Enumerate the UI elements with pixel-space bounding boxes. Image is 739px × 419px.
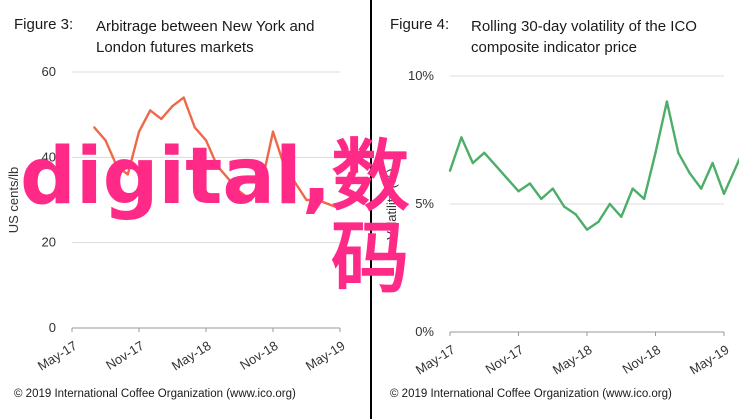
chart2-point-15 [620,215,623,218]
chart2-point-23 [711,161,714,165]
chart2-point-22 [699,187,703,190]
figure-3-title: Arbitrage between New York and London fu… [96,16,314,58]
chart2-point-24 [722,192,726,195]
chart1-point-8 [182,96,185,99]
figure-3-chart: 0 20 40 60 May-17 Nov-17 May-18 Nov-18 May-19 US … [6,64,348,374]
figure-4-chart: 0% 5% 10% May-17 Nov-17 May-18 Nov-18 May-19 Vol… [384,68,739,378]
chart2-y-axis-label: Volatility (%) [384,168,399,240]
chart1-point-14 [249,198,252,202]
figure-4-title: Rolling 30-day volatility of the ICO com… [471,16,697,58]
chart1-point-6 [160,117,163,121]
figure-4-title-line1: Rolling 30-day volatility of the ICO [471,18,697,35]
chart2-point-4 [494,164,497,167]
figure-3-credit: © 2019 International Coffee Organization… [14,388,296,400]
chart2-point-10 [562,205,566,208]
chart2-point-0 [448,169,452,172]
chart1-point-12 [227,177,230,180]
chart2-point-1 [460,136,463,139]
chart1-ytick-label-3: 60 [42,64,56,79]
chart2-point-18 [654,151,657,154]
chart2-ytick-label-2: 10% [408,68,434,83]
chart1-ytick-label-0: 0 [49,320,56,335]
chart1-point-0 [93,126,96,129]
chart2-point-16 [631,187,634,190]
chart2-xtick-label-1: Nov-17 [483,342,527,377]
chart2-point-3 [483,151,486,154]
figure-3-title-line1: Arbitrage between New York and [96,18,315,35]
chart2-point-11 [574,213,577,216]
chart2-xtick-label-2: May-18 [550,342,595,378]
chart2-point-25 [734,166,737,170]
chart2-point-21 [688,172,691,175]
watermark-text-line1: digital,数 [20,132,410,222]
chart2-point-14 [608,202,612,206]
chart2-point-6 [517,190,520,193]
chart1-xtick-label-4: May-19 [303,338,348,374]
chart1-point-22 [338,207,342,210]
chart2-point-13 [597,220,600,224]
chart1-point-13 [238,190,241,193]
chart2-point-8 [540,197,543,201]
chart1-point-9 [193,126,197,129]
chart2-point-20 [677,151,680,154]
chart2-point-7 [528,182,532,185]
chart2-xtick-label-0: May-17 [413,342,458,378]
chart1-xtick-label-0: May-17 [35,338,80,374]
chart2-ytick-label-1: 5% [415,196,434,211]
figure-3-title-line2: London futures markets [96,39,254,56]
chart2-point-12 [585,228,589,231]
chart1-point-7 [171,104,174,108]
chart1-point-18 [294,181,297,185]
chart1-point-19 [305,198,308,202]
chart2-ytick-label-0: 0% [415,324,434,339]
chart1-ytick-label-2: 40 [42,149,56,164]
chart1-point-21 [327,203,331,206]
chart2-series-line-0 [448,100,739,231]
chart2-point-9 [551,187,554,190]
figure-4-panel: Figure 4: Rolling 30-day volatility of t… [374,0,739,419]
chart1-xtick-label-2: May-18 [169,338,214,374]
chart1-point-1 [104,139,107,142]
chart2-point-2 [471,161,475,165]
chart1-point-17 [282,164,286,168]
figure-4-label: Figure 4: [390,16,450,33]
panel-divider [370,0,372,419]
chart2-point-19 [665,100,669,103]
chart1-point-20 [316,198,319,202]
chart1-point-11 [215,164,219,168]
chart2-point-17 [642,197,646,201]
chart1-xtick-label-1: Nov-17 [103,338,147,373]
figure-4-credit: © 2019 International Coffee Organization… [390,388,672,400]
chart1-point-15 [260,181,264,185]
chart1-point-10 [204,139,208,142]
chart1-ytick-label-1: 20 [42,235,56,250]
chart1-point-16 [271,130,275,133]
watermark-text-line2: 码 [331,214,410,304]
figure-3-label: Figure 3: [14,16,74,33]
chart2-point-5 [505,177,509,180]
chart1-point-2 [115,164,118,168]
chart2-xtick-label-3: Nov-18 [620,342,664,377]
chart2-xtick-label-4: May-19 [687,342,732,378]
chart1-point-5 [148,109,152,112]
figure-3-panel: Figure 3: Arbitrage between New York and… [6,16,348,400]
chart1-point-3 [126,173,130,176]
chart1-xtick-label-3: Nov-18 [237,338,281,373]
chart1-y-axis-label: US cents/lb [6,167,21,233]
chart1-point-4 [137,130,141,133]
figure-4-title-line2: composite indicator price [471,39,637,56]
